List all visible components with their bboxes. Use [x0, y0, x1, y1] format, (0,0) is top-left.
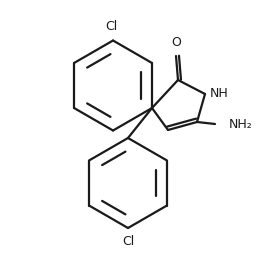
Text: NH₂: NH₂: [229, 118, 253, 130]
Text: Cl: Cl: [122, 235, 134, 248]
Text: NH: NH: [210, 86, 229, 100]
Text: Cl: Cl: [105, 21, 117, 34]
Text: O: O: [171, 36, 181, 49]
